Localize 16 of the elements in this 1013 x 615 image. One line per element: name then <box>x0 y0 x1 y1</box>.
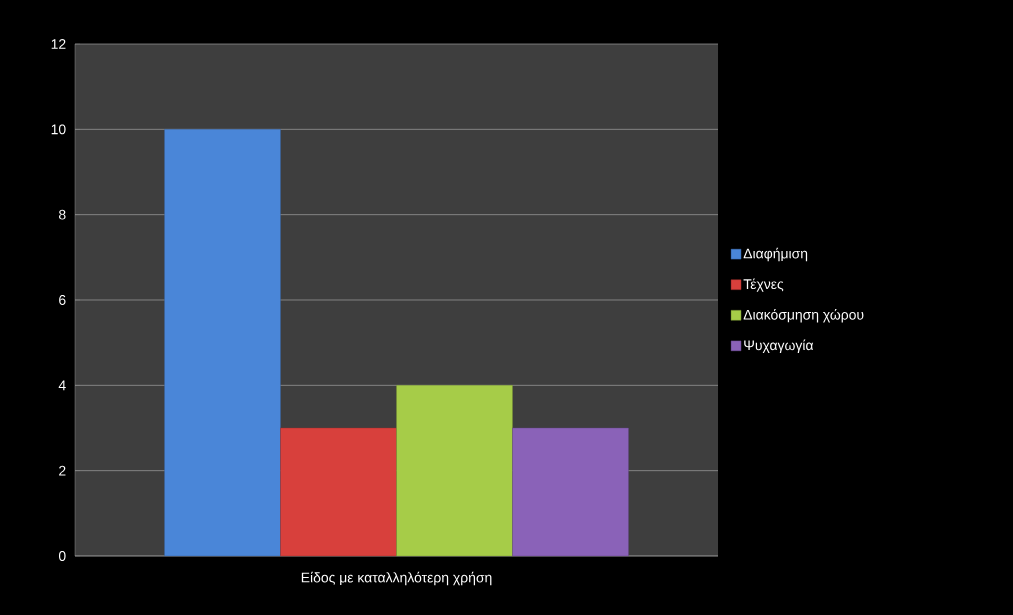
legend-label: Διαφήμιση <box>743 247 808 262</box>
y-tick-label: 2 <box>59 465 66 476</box>
legend-label: Ψυχαγωγία <box>744 339 814 353</box>
y-tick-label: 0 <box>58 551 66 561</box>
legend-label: Τέχνες <box>743 278 784 292</box>
bar <box>396 385 513 557</box>
legend-label: Διακόσμηση χώρου <box>743 308 864 323</box>
bar <box>164 129 281 557</box>
y-tick-label: 8 <box>59 209 66 220</box>
x-tick-label: Είδος με καταλληλότερη χρήση <box>301 571 492 586</box>
y-tick-label: 4 <box>58 380 66 391</box>
y-tick-label: 12 <box>51 39 66 49</box>
bar <box>280 427 397 557</box>
bar <box>512 427 629 557</box>
y-tick-label: 6 <box>59 295 66 305</box>
y-tick-label: 10 <box>51 124 66 135</box>
